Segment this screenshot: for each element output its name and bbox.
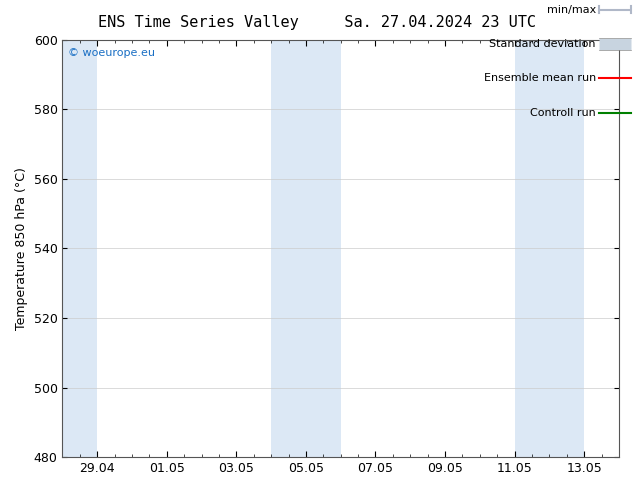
Text: Standard deviation: Standard deviation — [489, 39, 596, 49]
Y-axis label: Temperature 850 hPa (°C): Temperature 850 hPa (°C) — [15, 167, 28, 330]
Text: ENS Time Series Valley     Sa. 27.04.2024 23 UTC: ENS Time Series Valley Sa. 27.04.2024 23… — [98, 15, 536, 30]
Bar — [271, 40, 340, 457]
Text: min/max: min/max — [547, 5, 596, 15]
Bar — [515, 40, 584, 457]
Bar — [28, 40, 97, 457]
Text: Controll run: Controll run — [530, 108, 596, 118]
Text: Ensemble mean run: Ensemble mean run — [484, 74, 596, 83]
Text: © woeurope.eu: © woeurope.eu — [68, 48, 155, 58]
